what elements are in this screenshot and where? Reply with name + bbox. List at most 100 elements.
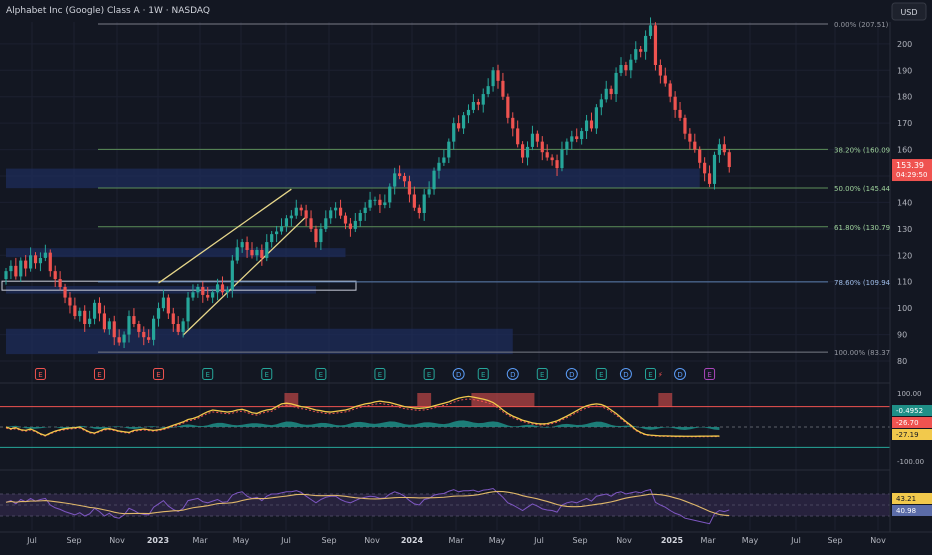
candle-body [481, 94, 485, 105]
candle-body [284, 218, 289, 227]
candle-body [235, 247, 239, 261]
candle-body [629, 59, 633, 71]
rsi-readout-value: 40.98 [896, 507, 916, 515]
candle-body [132, 316, 136, 324]
candle-body [619, 64, 623, 73]
price-axis[interactable]: 8090100110120130140150160170180190200153… [889, 22, 932, 532]
candle-body [255, 249, 259, 256]
candle-body [516, 128, 520, 145]
time-tick-label: 2023 [147, 536, 169, 545]
candle-body [53, 271, 57, 280]
candle-body [688, 133, 692, 142]
candle-body [604, 88, 608, 100]
candle-body [511, 117, 515, 129]
grid-lines [0, 22, 890, 530]
candle-body [417, 207, 421, 213]
fib-retracement[interactable]: 0.00% (207.51) 38.20% (160.09) 50.00% (145… [98, 21, 893, 357]
candle-body [304, 210, 308, 219]
candle-body [122, 334, 126, 343]
rsi-pane [0, 487, 890, 525]
candle-body [211, 292, 215, 298]
price-tick-label: 80 [897, 357, 907, 366]
event-marker-label: D [510, 371, 515, 379]
candle-body [442, 157, 446, 163]
candle-body [663, 75, 667, 84]
macd-readout-tag [892, 429, 932, 440]
candle-body [486, 86, 490, 95]
candle-body [580, 131, 584, 139]
event-marker-label: E [38, 371, 42, 379]
candle-body [560, 149, 564, 169]
time-tick-label: 2025 [661, 536, 684, 545]
candle-body [63, 286, 67, 298]
trend-channel[interactable] [158, 188, 307, 336]
candle-body [265, 242, 269, 258]
candle-body [181, 321, 185, 332]
candle-body [260, 249, 264, 258]
price-tick-label: 130 [897, 225, 912, 234]
candle-body [329, 210, 333, 219]
candle-body [250, 249, 254, 256]
candle-body [609, 88, 613, 95]
macd-pane [0, 382, 890, 471]
candle-body [461, 115, 466, 129]
candle-body [393, 173, 397, 187]
rsi-line [5, 487, 730, 525]
currency-label: USD [900, 8, 917, 17]
event-markers[interactable]: E E E E E E E E D E D E D E D E ⚡ D E [34, 368, 716, 380]
candle-body [358, 212, 362, 221]
candle-body [289, 215, 293, 219]
candle-body [191, 292, 195, 298]
event-marker-label: E [707, 371, 711, 379]
macd-histogram-area [6, 420, 720, 431]
dividend-marker [565, 368, 578, 380]
candle-body [530, 133, 535, 147]
last-price-value: 153.39 [896, 161, 924, 170]
time-tick-label: Sep [321, 536, 336, 545]
event-marker-label: E [599, 371, 603, 379]
time-tick-label: Sep [572, 536, 587, 545]
time-tick-label: Jul [280, 536, 291, 545]
candle-body [48, 252, 52, 272]
candle-body [73, 305, 77, 317]
candle-body [693, 141, 697, 150]
candle-body [294, 207, 298, 216]
price-axis-background [890, 22, 932, 532]
candle-body [398, 173, 402, 176]
currency-button[interactable] [891, 2, 927, 21]
earnings-marker [477, 368, 489, 380]
candle-body [137, 323, 141, 332]
candle-body [584, 120, 589, 132]
event-marker-label: E [481, 371, 485, 379]
candle-body [368, 199, 372, 208]
candle-body [314, 228, 318, 243]
macd-signal-line [5, 398, 720, 438]
candle-body [668, 83, 672, 97]
candle-body [107, 321, 111, 330]
candle-body [196, 286, 200, 293]
candle-body [639, 49, 643, 52]
price-tick-label: 110 [897, 278, 912, 287]
macd-readout-tag [892, 417, 932, 428]
time-tick-label: Mar [700, 536, 716, 545]
candle-body [245, 242, 249, 250]
candle-body [38, 257, 43, 264]
macd-axis-label: 100.00 [897, 390, 922, 398]
candle-body [575, 136, 579, 139]
event-marker-label: E [265, 371, 269, 379]
candle-body [92, 302, 97, 319]
price-tick-label: 190 [897, 66, 912, 75]
time-axis[interactable]: Jul Sep Nov 2023 Mar May Jul Sep Nov 2024 Mar May Ju… [0, 531, 932, 545]
candle-body [353, 220, 357, 229]
candle-body [161, 297, 166, 309]
candle-body [78, 310, 82, 317]
time-tick-label: Nov [870, 536, 886, 545]
time-tick-label: Nov [364, 536, 380, 545]
price-tick-label: 140 [897, 198, 912, 207]
earnings-marker [261, 368, 273, 380]
candle-body [540, 141, 544, 153]
candle-body [14, 265, 18, 277]
event-marker-label: E [206, 371, 210, 379]
